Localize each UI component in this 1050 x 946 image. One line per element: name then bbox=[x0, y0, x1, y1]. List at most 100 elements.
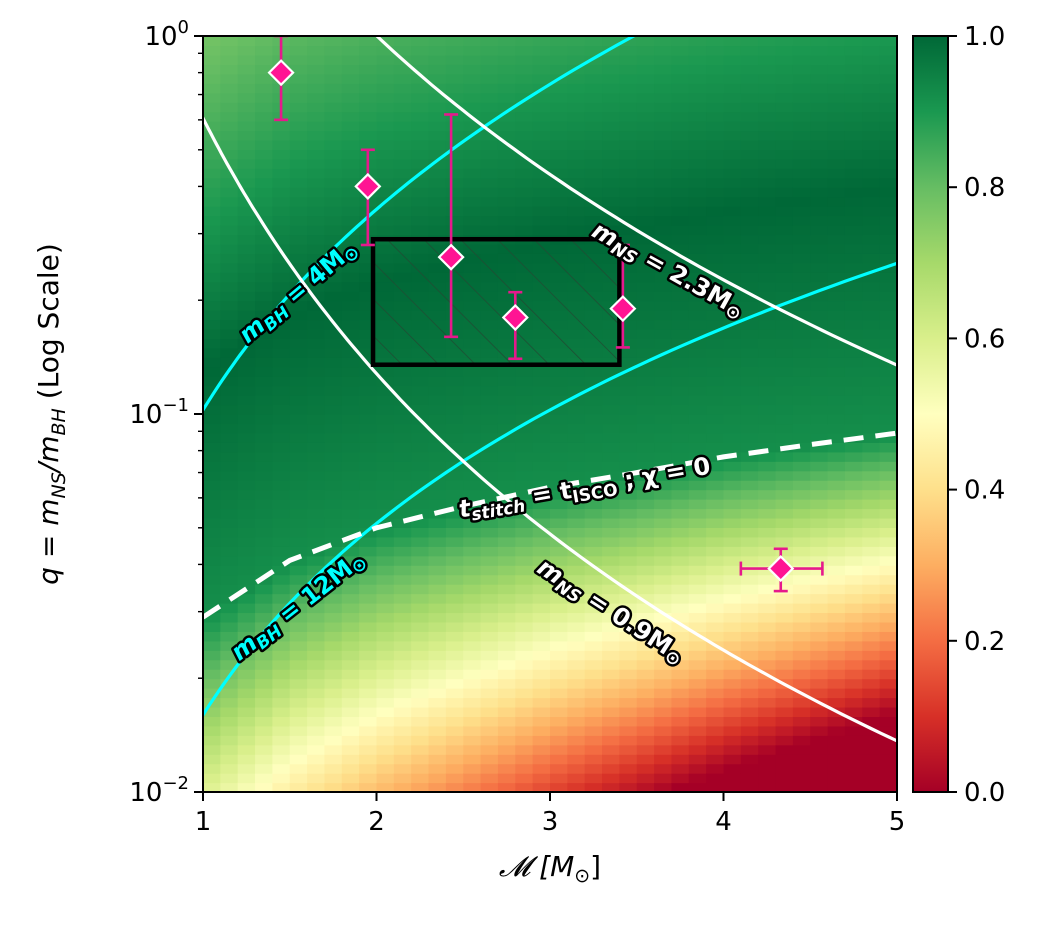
heatmap-cell bbox=[497, 584, 516, 595]
heatmap-cell bbox=[237, 527, 256, 538]
heatmap-cell bbox=[827, 584, 846, 595]
heatmap-cell bbox=[463, 92, 482, 103]
heatmap-cell bbox=[654, 574, 673, 585]
heatmap-cell bbox=[445, 196, 464, 207]
heatmap-cell bbox=[307, 489, 326, 500]
heatmap-cell bbox=[341, 603, 360, 614]
heatmap-cell bbox=[237, 73, 256, 84]
heatmap-cell bbox=[497, 782, 516, 793]
heatmap-cell bbox=[359, 716, 378, 727]
heatmap-cell bbox=[879, 158, 898, 169]
heatmap-cell bbox=[480, 158, 499, 169]
heatmap-cell bbox=[237, 631, 256, 642]
heatmap-cell bbox=[289, 357, 308, 368]
heatmap-cell bbox=[411, 102, 430, 113]
heatmap-cell bbox=[341, 357, 360, 368]
heatmap-cell bbox=[324, 158, 343, 169]
heatmap-cell bbox=[359, 489, 378, 500]
heatmap-cell bbox=[341, 678, 360, 689]
heatmap-cell bbox=[844, 593, 863, 604]
heatmap-cell bbox=[723, 480, 742, 491]
heatmap-cell bbox=[671, 281, 690, 292]
heatmap-cell bbox=[810, 442, 829, 453]
heatmap-cell bbox=[584, 36, 603, 47]
heatmap-cell bbox=[497, 130, 516, 141]
heatmap-cell bbox=[480, 366, 499, 377]
heatmap-cell bbox=[532, 706, 551, 717]
heatmap-cell bbox=[237, 338, 256, 349]
heatmap-cell bbox=[359, 395, 378, 406]
heatmap-cell bbox=[255, 234, 273, 245]
heatmap-cell bbox=[706, 423, 725, 434]
heatmap-cell bbox=[654, 470, 673, 481]
heatmap-cell bbox=[723, 36, 742, 47]
heatmap-cell bbox=[688, 782, 707, 793]
heatmap-cell bbox=[428, 631, 447, 642]
heatmap-cell bbox=[792, 83, 811, 94]
heatmap-cell bbox=[706, 763, 725, 774]
heatmap-cell bbox=[411, 574, 430, 585]
heatmap-cell bbox=[497, 376, 516, 387]
heatmap-cell bbox=[220, 659, 239, 670]
heatmap-cell bbox=[255, 442, 273, 453]
heatmap-cell bbox=[775, 347, 794, 358]
heatmap-cell bbox=[810, 432, 829, 443]
heatmap-cell bbox=[827, 744, 846, 755]
heatmap-cell bbox=[654, 366, 673, 377]
heatmap-cell bbox=[428, 706, 447, 717]
heatmap-cell bbox=[810, 480, 829, 491]
heatmap-cell bbox=[341, 470, 360, 481]
heatmap-cell bbox=[324, 347, 343, 358]
heatmap-cell bbox=[289, 461, 308, 472]
heatmap-cell bbox=[584, 177, 603, 188]
heatmap-cell bbox=[411, 177, 430, 188]
heatmap-cell bbox=[619, 640, 638, 651]
heatmap-cell bbox=[550, 385, 568, 396]
heatmap-cell bbox=[203, 584, 221, 595]
heatmap-cell bbox=[862, 121, 881, 132]
heatmap-cell bbox=[706, 499, 725, 510]
heatmap-cell bbox=[289, 168, 308, 179]
heatmap-cell bbox=[324, 423, 343, 434]
heatmap-cell bbox=[775, 716, 794, 727]
heatmap-cell bbox=[584, 414, 603, 425]
heatmap-cell bbox=[862, 735, 881, 746]
heatmap-cell bbox=[654, 669, 673, 680]
heatmap-cell bbox=[445, 54, 464, 65]
heatmap-cell bbox=[220, 546, 239, 557]
heatmap-cell bbox=[827, 262, 846, 273]
heatmap-cell bbox=[445, 574, 464, 585]
heatmap-cell bbox=[376, 640, 395, 651]
heatmap-cell bbox=[810, 83, 829, 94]
heatmap-cell bbox=[220, 92, 239, 103]
heatmap-cell bbox=[515, 480, 534, 491]
heatmap-cell bbox=[706, 574, 725, 585]
heatmap-cell bbox=[844, 328, 863, 339]
heatmap-cell bbox=[237, 499, 256, 510]
y-axis-title-sub: NS bbox=[48, 472, 70, 498]
heatmap-cell bbox=[671, 385, 690, 396]
heatmap-cell bbox=[445, 414, 464, 425]
heatmap-cell bbox=[220, 73, 239, 84]
heatmap-cell bbox=[237, 272, 256, 283]
heatmap-cell bbox=[792, 706, 811, 717]
heatmap-cell bbox=[411, 121, 430, 132]
heatmap-cell bbox=[497, 555, 516, 566]
heatmap-cell bbox=[411, 593, 430, 604]
heatmap-cell bbox=[497, 669, 516, 680]
heatmap-cell bbox=[862, 130, 881, 141]
heatmap-cell bbox=[584, 73, 603, 84]
heatmap-cell bbox=[844, 489, 863, 500]
heatmap-cell bbox=[393, 149, 412, 160]
heatmap-cell bbox=[220, 281, 239, 292]
heatmap-cell bbox=[619, 139, 638, 150]
heatmap-cell bbox=[827, 725, 846, 736]
heatmap-cell bbox=[307, 688, 326, 699]
heatmap-cell bbox=[827, 650, 846, 661]
heatmap-cell bbox=[324, 357, 343, 368]
heatmap-cell bbox=[203, 489, 221, 500]
heatmap-cell bbox=[463, 650, 482, 661]
heatmap-cell bbox=[723, 414, 742, 425]
heatmap-cell bbox=[706, 716, 725, 727]
heatmap-cell bbox=[272, 121, 291, 132]
